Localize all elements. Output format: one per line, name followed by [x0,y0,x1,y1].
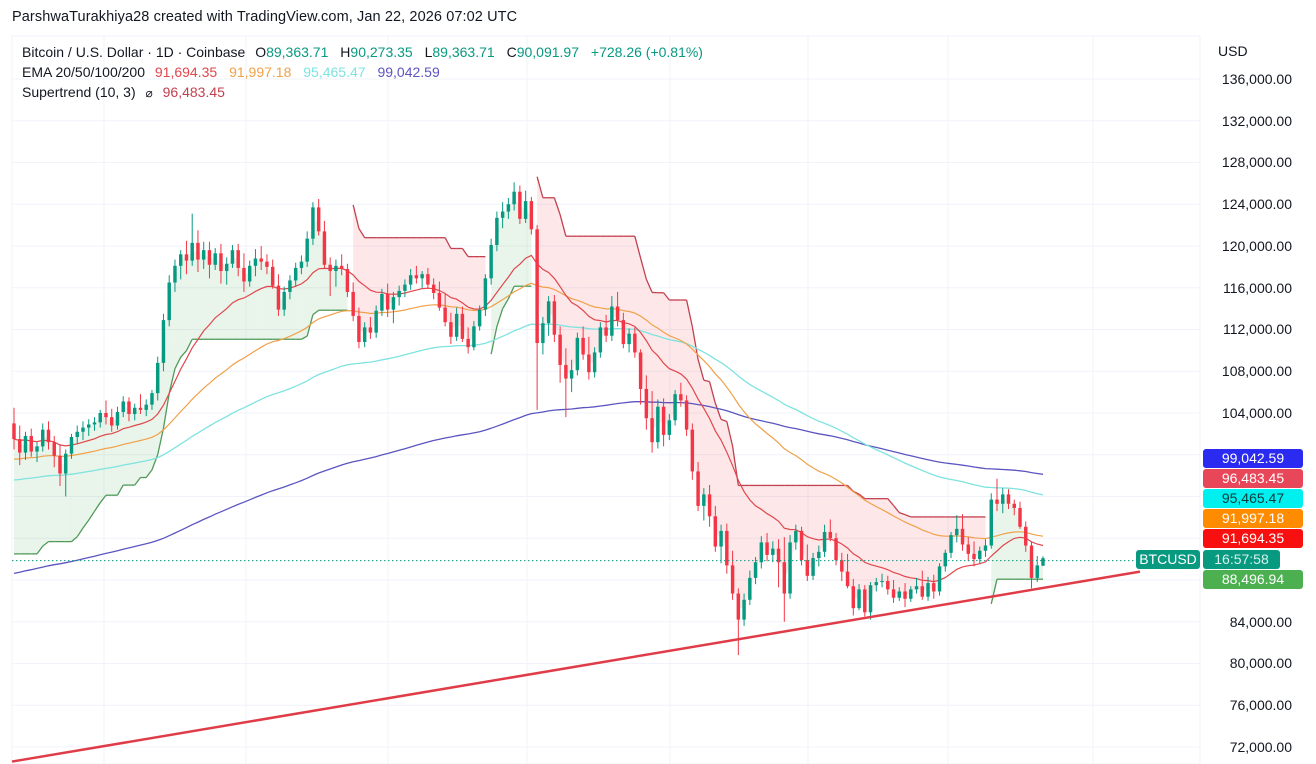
price-axis-tick: 72,000.00 [1229,738,1292,755]
chart-attribution: ParshwaTurakhiya28 created with TradingV… [12,9,518,25]
ema50-value: 91,997.18 [229,64,292,80]
empty-set-icon: ⌀ [145,86,153,100]
bar-countdown: 16:57:58 [1203,550,1280,569]
supertrend-price-tag: 96,483.45 [1203,469,1303,488]
close-label: C [506,44,517,60]
legend-supertrend-row: Supertrend (10, 3) ⌀ 96,483.45 [22,82,711,103]
price-axis-tick: 128,000.00 [1221,154,1292,171]
legend-ohlc-row: Bitcoin / U.S. Dollar · 1D · Coinbase O8… [22,42,711,62]
change-value: +728.26 (+0.81%) [590,44,703,60]
chart-legend: Bitcoin / U.S. Dollar · 1D · Coinbase O8… [22,42,711,103]
ema50-price-tag: 91,997.18 [1203,509,1303,528]
price-axis-tick: 116,000.00 [1222,279,1292,296]
currency-label[interactable]: USD [1218,43,1248,59]
close-value: 90,091.97 [516,44,579,60]
open-value: 89,363.71 [266,44,329,60]
ema200-price-tag: 99,042.59 [1203,449,1303,468]
symbol-tag: BTCUSD [1136,550,1200,569]
price-axis-tick: 80,000.00 [1229,655,1292,672]
price-axis-tick: 112,000.00 [1222,321,1292,338]
price-axis-tick: 124,000.00 [1221,196,1292,213]
high-value: 90,273.35 [350,44,413,60]
ema-indicator-label[interactable]: EMA 20/50/100/200 [22,64,145,80]
price-axis-tick: 120,000.00 [1221,237,1292,254]
price-axis-tick: 108,000.00 [1221,363,1292,380]
price-axis-tick: 136,000.00 [1221,71,1292,87]
price-axis-tick: 104,000.00 [1221,404,1292,421]
ema200-value: 99,042.59 [377,64,440,80]
low-label: L [424,44,433,60]
ema100-value: 95,465.47 [303,64,366,80]
ema20-price-tag: 91,694.35 [1203,529,1303,548]
price-axis-tick: 132,000.00 [1221,112,1292,129]
supertrend-indicator-label[interactable]: Supertrend (10, 3) [22,84,136,100]
ema20-value: 91,694.35 [154,64,218,80]
low-value: 89,363.71 [432,44,495,60]
open-label: O [255,44,267,60]
price-axis-tick: 84,000.00 [1229,613,1292,630]
supertrend-value: 96,483.45 [162,84,225,100]
ema100-price-tag: 95,465.47 [1203,489,1303,508]
legend-ema-row: EMA 20/50/100/200 91,694.35 91,997.18 95… [22,62,711,82]
high-label: H [340,44,351,60]
price-axis-tick: 76,000.00 [1229,697,1292,714]
last-price-tag: 88,496.94 [1203,570,1303,589]
symbol-title[interactable]: Bitcoin / U.S. Dollar · 1D · Coinbase [22,44,246,60]
